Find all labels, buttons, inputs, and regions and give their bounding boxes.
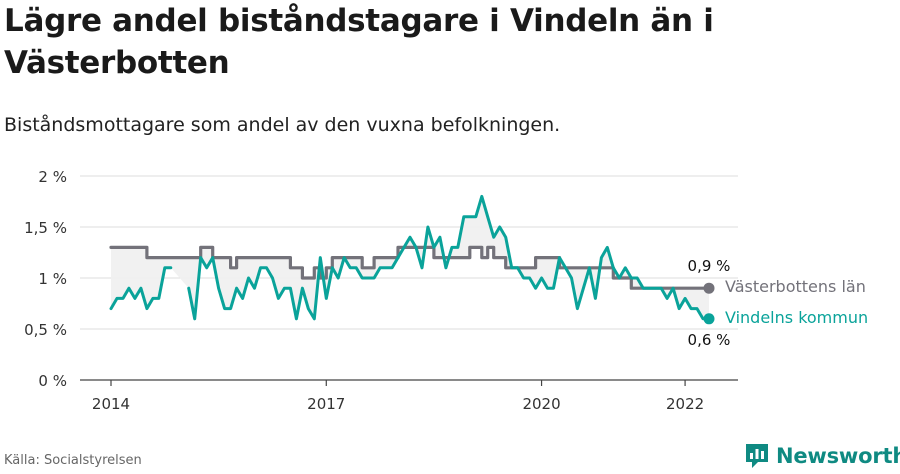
y-tick-label: 0,5 % <box>24 321 67 339</box>
y-tick-label: 2 % <box>38 168 67 186</box>
grid-lines <box>80 175 738 330</box>
series-label-vindeln: Vindelns kommun <box>725 308 868 327</box>
series-end-marker-vasterbotten <box>703 282 715 294</box>
brand-name: Newsworthy <box>776 444 900 468</box>
chart-title: Lägre andel biståndstagare i Vindeln än … <box>4 3 714 81</box>
series-lines <box>109 194 711 321</box>
source-note: Källa: Socialstyrelsen <box>4 453 142 468</box>
x-tick-label: 2022 <box>666 395 704 413</box>
x-tick-label: 2020 <box>522 395 560 413</box>
series-line-vasterbotten <box>109 245 711 290</box>
axes: 0 % 0,5 % 1 % 1,5 % 2 % 2014 2017 2020 2022 <box>24 168 738 413</box>
y-tick-label: 0 % <box>38 372 67 390</box>
end-value-label-vasterbotten: 0,9 % <box>688 257 731 275</box>
series-label-vasterbotten: Västerbottens län <box>725 277 866 296</box>
x-tick-label: 2014 <box>92 395 130 413</box>
end-value-label-vindeln: 0,6 % <box>688 331 731 349</box>
series-labels: 0,9 % Västerbottens län Vindelns kommun 0,6… <box>688 257 869 349</box>
series-line-vindeln <box>109 194 711 321</box>
chart-subtitle: Biståndsmottagare som andel av den vuxna… <box>4 114 561 136</box>
x-tick-label: 2017 <box>307 395 345 413</box>
y-tick-label: 1 % <box>38 270 67 288</box>
y-tick-label: 1,5 % <box>24 219 67 237</box>
brand-logo: Newsworthy <box>744 441 900 471</box>
series-end-marker-vindeln <box>703 313 715 325</box>
newsworthy-logo-icon <box>746 444 768 468</box>
